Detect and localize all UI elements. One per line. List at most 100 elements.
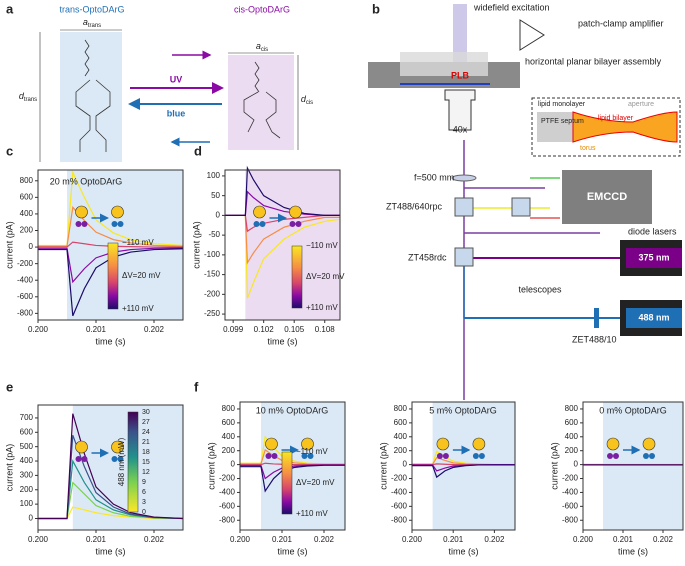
icon: [295, 221, 302, 227]
icon: [436, 437, 450, 451]
trace: [38, 248, 184, 317]
d-cis: dcis: [301, 94, 313, 105]
y-tick-label: -600: [17, 292, 34, 301]
trace: [38, 205, 184, 247]
x-tick-label: 0.200: [573, 535, 594, 544]
panel-b: b widefield excitation patch-clamp ampli…: [368, 1, 682, 400]
x-tick-label: 0.200: [402, 535, 423, 544]
colorbar-tick: 6: [142, 489, 146, 496]
x-tick-label: 0.202: [484, 535, 505, 544]
icon: [111, 205, 124, 219]
uv-label: UV: [170, 74, 183, 84]
colorbar-label: −110 mV: [296, 447, 328, 456]
x-tick-label: 0.201: [443, 535, 464, 544]
y-tick-label: 800: [565, 404, 579, 413]
y-tick-label: -600: [391, 501, 408, 510]
x-tick-label: 0.201: [86, 535, 107, 544]
y-tick-label: 800: [394, 404, 408, 413]
y-tick-label: 700: [20, 413, 34, 422]
icon: [111, 456, 118, 462]
icon: [81, 221, 88, 227]
y-tick-label: -200: [204, 289, 221, 298]
y-tick-label: -250: [204, 309, 221, 318]
septum-label: PTFE septum: [541, 118, 584, 125]
icon: [75, 456, 82, 462]
y-tick-label: 800: [222, 404, 236, 413]
lens-label: f=500 mm: [414, 172, 454, 182]
icon: [472, 453, 479, 459]
trace: [412, 464, 515, 479]
colorbar-tick: 27: [142, 419, 150, 426]
colorbar: [291, 245, 303, 309]
colorbar-tick: 24: [142, 429, 150, 436]
x-tick-label: 0.108: [315, 325, 336, 334]
y-axis-label: current (pA): [206, 442, 216, 490]
icon: [289, 205, 302, 219]
y-axis-label: current (pA): [4, 444, 14, 492]
icon: [253, 205, 266, 219]
icon: [265, 453, 272, 459]
plot-frame: [582, 401, 684, 531]
trans-box: [60, 32, 122, 162]
trace: [38, 413, 184, 520]
lasers-label: diode lasers: [628, 226, 677, 236]
icon: [75, 440, 88, 454]
d-trans: dtrans: [19, 91, 37, 102]
amplifier-label: patch-clamp amplifier: [578, 18, 664, 28]
filter-label: ZET488/10: [572, 334, 617, 344]
icon: [75, 221, 82, 227]
icon: [117, 221, 124, 227]
icon: [643, 453, 649, 459]
colorbar-label: −110 mV: [122, 238, 154, 247]
y-tick-label: -800: [391, 515, 408, 524]
x-axis-label: time (s): [618, 546, 648, 556]
trace: [225, 214, 340, 265]
cis-box: [228, 55, 294, 150]
annotation: 0 m% OptoDArG: [599, 405, 667, 415]
annotation: 10 m% OptoDArG: [256, 405, 329, 415]
x-tick-label: 0.202: [144, 325, 165, 334]
trans-title: trans-OptoDArG: [59, 4, 124, 14]
colorbar-tick: 30: [142, 409, 150, 416]
objective-label: 40x: [453, 124, 468, 134]
stimulus-shade: [603, 402, 683, 530]
panel-label: a: [6, 1, 14, 16]
y-tick-label: 400: [565, 432, 579, 441]
y-tick-label: 600: [222, 418, 236, 427]
y-tick-label: 0: [216, 211, 221, 220]
icon: [81, 456, 88, 462]
telescopes-label: telescopes: [518, 284, 562, 294]
icon: [117, 456, 124, 462]
blue-label: blue: [167, 108, 186, 118]
y-tick-label: 600: [394, 418, 408, 427]
icon: [642, 437, 656, 451]
icon: [478, 453, 485, 459]
panel-label: b: [372, 1, 380, 16]
y-tick-label: 0: [574, 460, 579, 469]
y-tick-label: -200: [562, 474, 579, 483]
camera: [562, 170, 652, 224]
y-tick-label: 100: [20, 499, 34, 508]
x-tick-label: 0.200: [28, 325, 49, 334]
annotation: 20 m% OptoDArG: [50, 176, 123, 186]
icon: [301, 437, 314, 451]
icon: [436, 453, 443, 459]
icon: [111, 221, 118, 227]
colorbar: [127, 411, 139, 513]
colorbar: [281, 451, 293, 515]
trace: [38, 170, 184, 247]
plot-frame: [37, 404, 184, 531]
y-tick-label: 50: [211, 191, 220, 200]
trace: [38, 241, 183, 248]
y-tick-label: -400: [219, 488, 236, 497]
y-tick-label: 200: [20, 485, 34, 494]
excitation-beam: [453, 4, 467, 64]
panel-label: f: [194, 379, 199, 394]
y-tick-label: 400: [222, 432, 236, 441]
y-tick-label: 800: [20, 176, 34, 185]
colorbar-title: 488 nm (mW): [117, 437, 126, 486]
y-tick-label: 400: [20, 209, 34, 218]
colorbar-tick: 21: [142, 439, 150, 446]
l375-label: 375 nm: [638, 252, 669, 262]
colorbar-tick: 15: [142, 459, 150, 466]
